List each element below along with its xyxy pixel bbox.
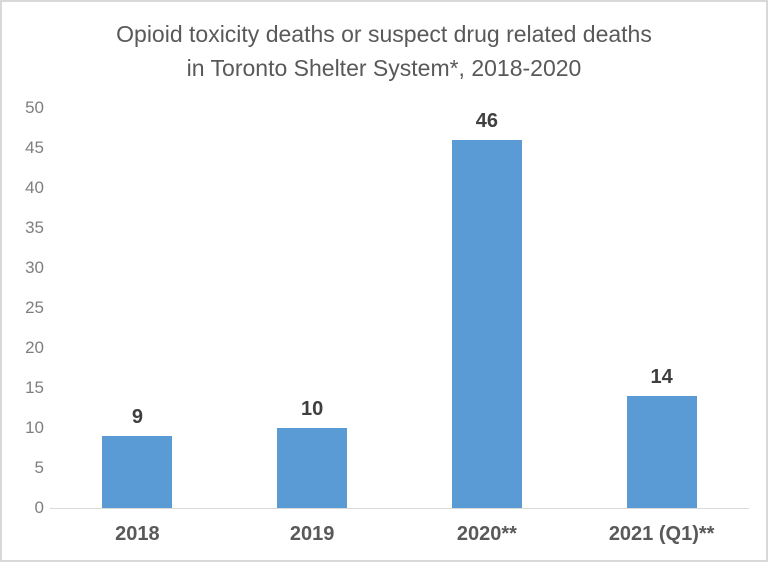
y-tick-label-30: 30 <box>25 258 44 277</box>
y-tick-label-10: 10 <box>25 418 44 437</box>
y-tick-label-15: 15 <box>25 378 44 397</box>
category-label-2020**: 2020** <box>456 523 517 545</box>
y-tick-label-25: 25 <box>25 298 44 317</box>
y-tick-label-40: 40 <box>25 178 44 197</box>
y-tick-label-5: 5 <box>34 458 44 477</box>
bar-value-label-2021 (Q1)**: 14 <box>650 366 673 388</box>
bar-2018 <box>102 436 173 508</box>
bar-2019 <box>277 428 348 508</box>
chart-title: Opioid toxicity deaths or suspect drug r… <box>2 17 766 85</box>
bar-value-label-2018: 9 <box>131 406 143 428</box>
y-tick-label-35: 35 <box>25 218 44 237</box>
bar-2020** <box>451 140 522 508</box>
category-label-2018: 2018 <box>115 523 160 545</box>
chart-title-line-2: in Toronto Shelter System*, 2018-2020 <box>186 55 582 81</box>
category-label-2021 (Q1)**: 2021 (Q1)** <box>608 523 715 545</box>
y-tick-label-45: 45 <box>25 138 44 157</box>
bar-2021 (Q1)** <box>626 396 697 508</box>
category-label-2019: 2019 <box>289 523 335 545</box>
y-tick-label-20: 20 <box>25 338 44 357</box>
y-tick-label-50: 50 <box>25 98 44 117</box>
chart-title-line-1: Opioid toxicity deaths or suspect drug r… <box>116 21 652 47</box>
bar-value-label-2019: 10 <box>301 398 324 420</box>
y-tick-label-0: 0 <box>34 498 44 517</box>
plot-area <box>50 108 749 509</box>
bar-value-label-2020**: 46 <box>475 110 498 132</box>
